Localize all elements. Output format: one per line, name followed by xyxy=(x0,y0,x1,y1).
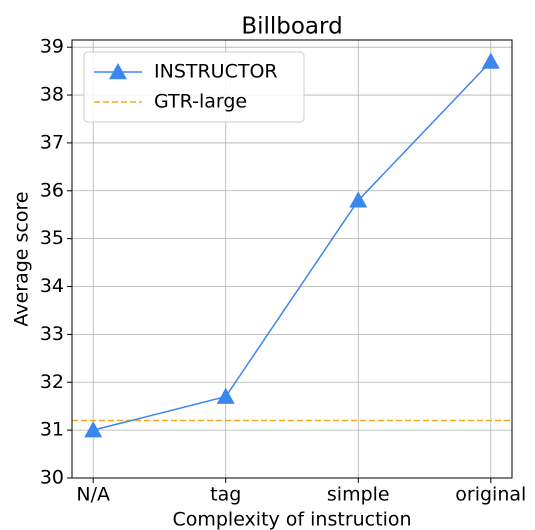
point-marker xyxy=(84,421,103,438)
y-tick-label: 35 xyxy=(40,227,64,249)
y-tick-label: 34 xyxy=(40,275,64,297)
y-tick-label: 38 xyxy=(40,84,64,106)
x-tick-label: tag xyxy=(210,484,241,506)
y-axis-label: Average score xyxy=(11,191,33,326)
x-tick-label: simple xyxy=(327,484,390,506)
y-tick-label: 36 xyxy=(40,179,64,201)
point-marker xyxy=(481,52,500,69)
y-tick-label: 39 xyxy=(40,36,64,58)
point-marker xyxy=(216,387,235,404)
y-tick-label: 32 xyxy=(40,371,64,393)
legend-marker xyxy=(109,63,127,80)
plot-frame xyxy=(71,39,513,479)
legend-label: INSTRUCTOR xyxy=(154,61,278,83)
x-tick-label: N/A xyxy=(76,484,110,506)
point-marker xyxy=(349,191,368,208)
x-axis-label: Complexity of instruction xyxy=(172,509,411,530)
legend-label: GTR-large xyxy=(154,91,247,113)
y-tick-label: 31 xyxy=(40,419,64,441)
y-tick-label: 33 xyxy=(40,323,64,345)
series-line xyxy=(93,61,492,431)
y-tick-label: 37 xyxy=(40,131,64,153)
x-tick-label: original xyxy=(455,484,526,506)
legend-box xyxy=(83,51,305,123)
y-tick-label: 30 xyxy=(40,467,64,489)
chart-title: Billboard xyxy=(241,14,342,40)
